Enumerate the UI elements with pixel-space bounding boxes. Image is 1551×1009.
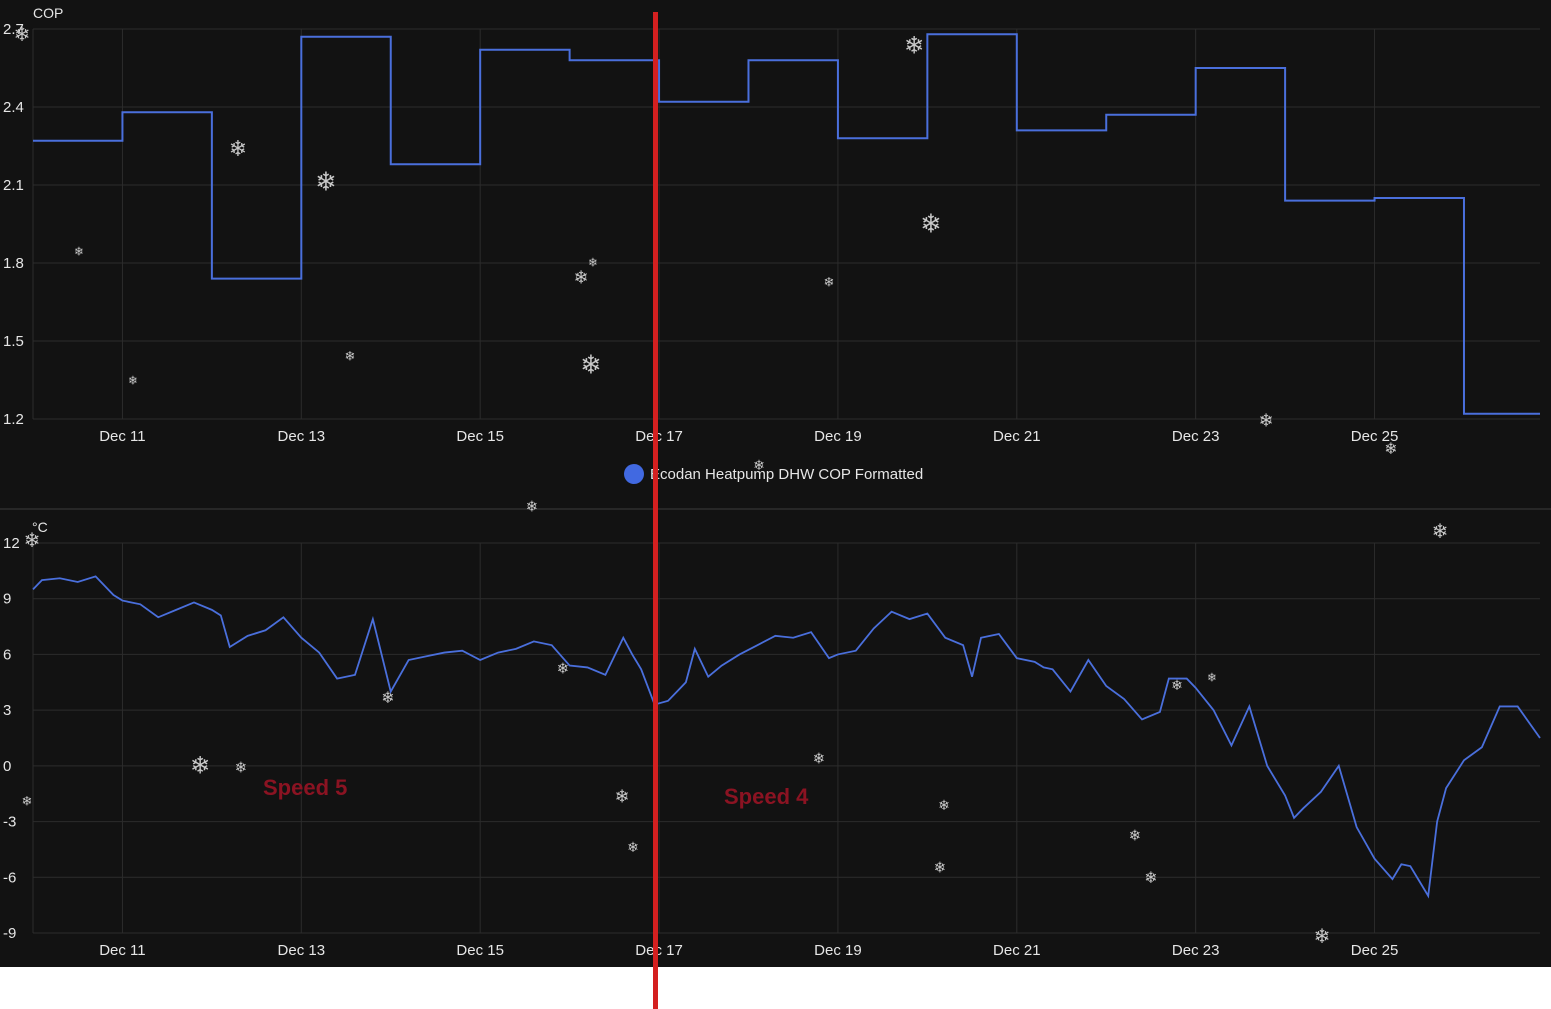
legend-dot-icon [624, 464, 644, 484]
y-tick-label: 1.5 [3, 333, 24, 350]
snowflake-icon: ❄ [24, 528, 41, 552]
temperature-y-unit-label: °C [32, 519, 48, 535]
x-tick-label: Dec 25 [1351, 428, 1399, 445]
y-tick-label: 3 [3, 702, 11, 719]
x-tick-label: Dec 13 [278, 428, 326, 445]
snowflake-icon: ❄ [229, 137, 247, 162]
cop-series-line[interactable] [33, 33, 1540, 415]
snowfall-overlay: ❄ ❄ ❄ ❄ ❄ ❄ ❄ ❄ ❄ ❄ ❄ ❄ ❄ ❄ ❄ ❄ ❄ ❄ ❄ ❄ ❄ ❄ ❄ ❄ ❄ ❄ ❄ ❄ ❄ ❄ ❄ ❄ ❄ [14, 22, 1449, 948]
snowflake-icon: ❄ [526, 497, 539, 515]
snowflake-icon: ❄ [824, 276, 835, 291]
annotation-speed-4: Speed 4 [724, 784, 809, 809]
x-tick-label: Dec 23 [1172, 428, 1220, 445]
snowflake-icon: ❄ [557, 659, 570, 677]
snowflake-icon: ❄ [345, 350, 356, 365]
temperature-series-line[interactable] [32, 575, 1541, 899]
y-tick-label: 2.7 [3, 21, 24, 38]
y-tick-label: 1.2 [3, 411, 24, 428]
legend-series-label: Ecodan Heatpump DHW COP Formatted [650, 466, 923, 483]
snowflake-icon: ❄ [904, 32, 924, 60]
y-tick-label: -3 [3, 814, 16, 831]
snowflake-icon: ❄ [920, 209, 942, 239]
snowflake-icon: ❄ [1129, 826, 1142, 844]
cop-y-ticks: 2.7 2.4 2.1 1.8 1.5 1.2 [3, 21, 24, 428]
dashboard-background [0, 0, 1551, 967]
x-tick-label: Dec 25 [1351, 942, 1399, 959]
snowflake-icon: ❄ [934, 858, 947, 876]
x-tick-label: Dec 11 [99, 942, 145, 959]
y-tick-label: 6 [3, 646, 11, 663]
y-tick-label: 0 [3, 758, 11, 775]
snowflake-icon: ❄ [1384, 439, 1397, 458]
snowflake-icon: ❄ [1258, 410, 1273, 431]
temperature-y-ticks: 12 9 6 3 0 -3 -6 -9 [3, 535, 20, 942]
x-tick-label: Dec 17 [635, 942, 683, 959]
y-tick-label: 9 [3, 591, 11, 608]
snowflake-icon: ❄ [938, 798, 950, 814]
snowflake-icon: ❄ [580, 350, 602, 380]
cop-legend[interactable]: Ecodan Heatpump DHW COP Formatted [624, 464, 923, 484]
y-tick-label: -6 [3, 869, 16, 886]
snowflake-icon: ❄ [627, 840, 639, 856]
snowflake-icon: ❄ [588, 255, 598, 269]
snowflake-icon: ❄ [753, 458, 765, 474]
snowflake-icon: ❄ [315, 167, 337, 197]
snowflake-icon: ❄ [614, 786, 629, 807]
snowflake-icon: ❄ [813, 749, 826, 767]
snowflake-icon: ❄ [1144, 868, 1157, 887]
temperature-chart: °C 12 9 6 3 0 -3 -6 -9 Dec 11 Dec 13 Dec 15 Dec 17… [3, 519, 1541, 959]
x-tick-label: Dec 23 [1172, 942, 1220, 959]
y-tick-label: 2.1 [3, 177, 24, 194]
snowflake-icon: ❄ [74, 244, 84, 258]
x-tick-label: Dec 19 [814, 942, 862, 959]
snowflake-icon: ❄ [1171, 678, 1183, 694]
snowflake-icon: ❄ [14, 22, 31, 46]
snowflake-icon: ❄ [128, 373, 138, 387]
cop-y-unit-label: COP [33, 5, 63, 21]
snowflake-icon: ❄ [190, 752, 210, 780]
snowflake-icon: ❄ [1207, 670, 1217, 684]
x-tick-label: Dec 15 [456, 428, 504, 445]
cop-x-ticks: Dec 11 Dec 13 Dec 15 Dec 17 Dec 19 Dec 21 Dec … [99, 428, 1398, 445]
cop-chart: COP 2.72.42.11.81.51.2 Dec 11 Dec 13 Dec 1… [3, 5, 1540, 445]
y-tick-label: -9 [3, 925, 16, 942]
x-tick-label: Dec 19 [814, 428, 862, 445]
x-tick-label: Dec 13 [278, 942, 326, 959]
snowflake-icon: ❄ [1432, 519, 1449, 543]
x-tick-label: Dec 21 [993, 428, 1041, 445]
y-tick-label: 2.4 [3, 99, 24, 116]
temperature-x-ticks: Dec 11 Dec 13 Dec 15 Dec 17 Dec 19 Dec 21 Dec … [99, 942, 1398, 959]
snowflake-icon: ❄ [235, 758, 248, 776]
x-tick-label: Dec 11 [99, 428, 145, 445]
y-tick-label: 1.8 [3, 255, 24, 272]
snowflake-icon: ❄ [22, 795, 33, 810]
x-tick-label: Dec 17 [635, 428, 683, 445]
cop-grid [32, 28, 1540, 420]
snowflake-icon: ❄ [573, 267, 588, 288]
snowflake-icon: ❄ [381, 688, 394, 707]
snowflake-icon: ❄ [1314, 924, 1331, 948]
temperature-grid [32, 542, 1540, 934]
annotation-speed-5: Speed 5 [263, 775, 347, 800]
y-tick-label: 12 [3, 535, 20, 552]
x-tick-label: Dec 21 [993, 942, 1041, 959]
x-tick-label: Dec 15 [456, 942, 504, 959]
